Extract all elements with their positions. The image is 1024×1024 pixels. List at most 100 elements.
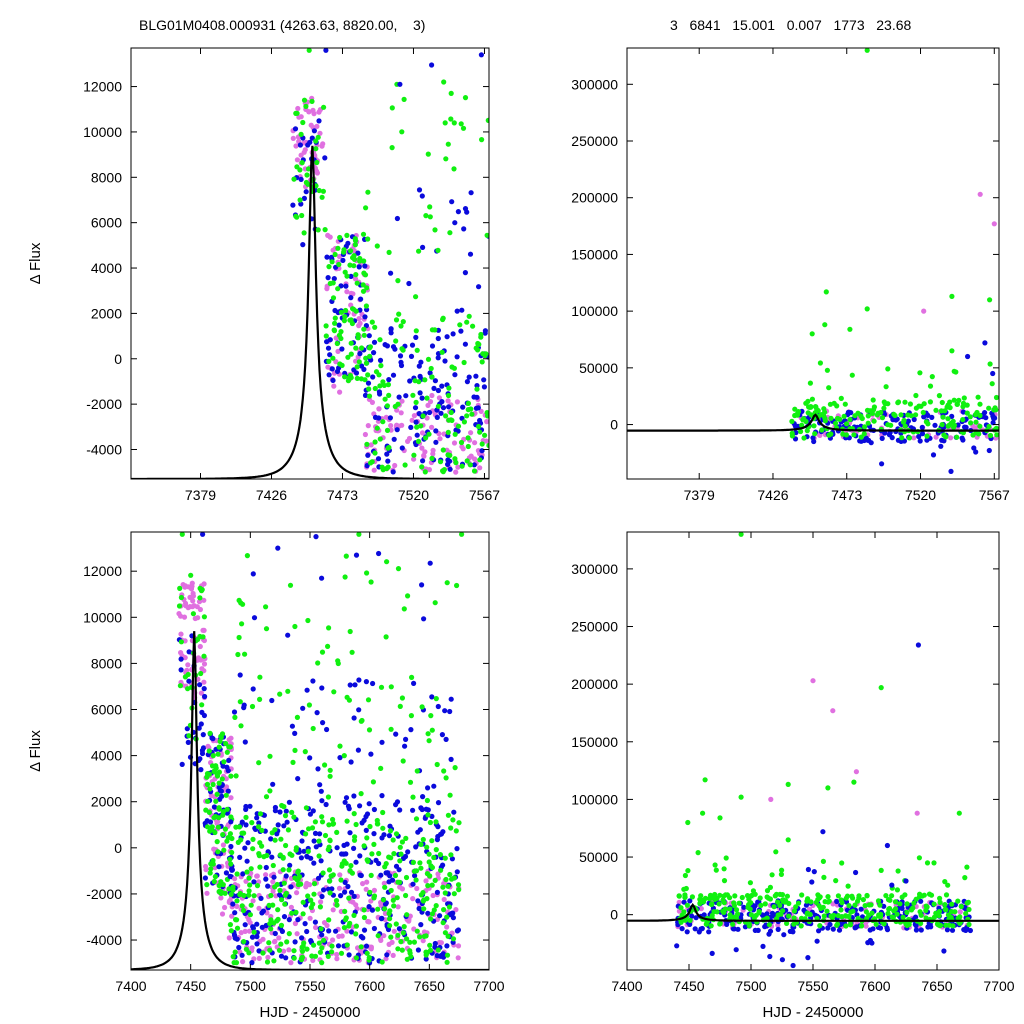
- data-point: [378, 684, 385, 690]
- data-point: [299, 935, 305, 941]
- data-point: [464, 209, 470, 215]
- data-point: [363, 205, 369, 211]
- data-point: [809, 331, 815, 337]
- y-tick-label: 250000: [571, 619, 618, 635]
- data-point: [426, 851, 432, 857]
- data-point: [386, 377, 392, 383]
- data-point: [329, 943, 335, 949]
- data-point: [246, 892, 252, 898]
- data-point: [223, 792, 229, 798]
- data-point: [403, 393, 409, 399]
- data-point: [897, 901, 903, 907]
- data-point: [347, 830, 353, 836]
- data-point: [987, 361, 993, 367]
- data-point: [874, 412, 880, 418]
- data-point: [312, 919, 318, 925]
- data-point: [444, 952, 451, 958]
- data-point: [315, 766, 321, 772]
- data-point: [203, 807, 209, 813]
- data-point: [865, 413, 871, 419]
- data-point: [382, 910, 388, 917]
- data-point: [448, 696, 454, 702]
- data-point: [335, 286, 341, 292]
- data-point: [747, 900, 753, 906]
- data-point: [203, 867, 209, 873]
- data-point: [251, 929, 257, 935]
- data-point: [786, 913, 792, 919]
- data-point: [342, 908, 348, 915]
- data-point: [348, 889, 355, 895]
- data-point: [986, 405, 992, 411]
- data-point: [426, 467, 432, 473]
- data-point: [272, 884, 278, 890]
- data-point: [442, 930, 448, 936]
- data-point: [445, 812, 451, 818]
- data-point: [435, 800, 442, 806]
- data-point: [484, 419, 489, 425]
- data-point: [917, 370, 923, 376]
- data-point: [254, 941, 260, 947]
- data-point: [865, 940, 871, 946]
- x-tick-label: 7450: [175, 978, 206, 994]
- data-point: [333, 928, 339, 934]
- data-point: [416, 363, 422, 369]
- data-point: [361, 843, 367, 849]
- data-point: [330, 872, 336, 878]
- data-point: [336, 933, 342, 940]
- data-point: [413, 328, 419, 334]
- data-point: [297, 197, 303, 203]
- data-point: [265, 954, 271, 961]
- data-point: [301, 195, 307, 201]
- data-point: [452, 220, 458, 226]
- data-point: [292, 623, 298, 630]
- data-point: [991, 415, 997, 421]
- data-point: [779, 867, 785, 873]
- data-point: [288, 904, 294, 910]
- data-point: [454, 308, 460, 314]
- data-point: [911, 416, 917, 423]
- data-point: [326, 867, 333, 873]
- data-point: [960, 409, 967, 415]
- data-point: [226, 737, 232, 743]
- data-point: [211, 878, 217, 885]
- data-point: [927, 399, 934, 405]
- data-point: [923, 907, 929, 914]
- data-point: [242, 928, 248, 935]
- data-point: [417, 860, 423, 866]
- data-point: [335, 943, 342, 949]
- data-point: [435, 824, 441, 830]
- data-point: [804, 911, 810, 917]
- data-point: [226, 886, 232, 892]
- data-point: [208, 866, 214, 872]
- data-point: [890, 417, 896, 423]
- data-point: [269, 830, 275, 836]
- data-point: [923, 915, 929, 921]
- data-point: [454, 869, 460, 875]
- data-point: [917, 891, 923, 897]
- data-point: [432, 378, 438, 384]
- data-point: [298, 881, 304, 887]
- data-point: [311, 838, 317, 844]
- data-point: [369, 851, 375, 857]
- data-point: [233, 773, 239, 779]
- data-point: [693, 915, 699, 921]
- data-point: [878, 685, 884, 691]
- data-point: [416, 248, 422, 254]
- data-point: [301, 940, 307, 946]
- data-point: [889, 893, 895, 899]
- data-point: [322, 762, 328, 768]
- data-point: [448, 852, 454, 858]
- data-point: [323, 323, 329, 329]
- data-point: [337, 361, 343, 367]
- data-point: [385, 458, 391, 464]
- data-point: [392, 462, 398, 469]
- data-point: [425, 731, 431, 737]
- data-point: [674, 943, 680, 949]
- data-point: [382, 906, 388, 912]
- data-point: [307, 915, 313, 921]
- data-point: [733, 947, 739, 953]
- data-point: [315, 875, 322, 881]
- data-point: [738, 532, 744, 537]
- data-point: [337, 872, 343, 878]
- data-point: [987, 432, 994, 439]
